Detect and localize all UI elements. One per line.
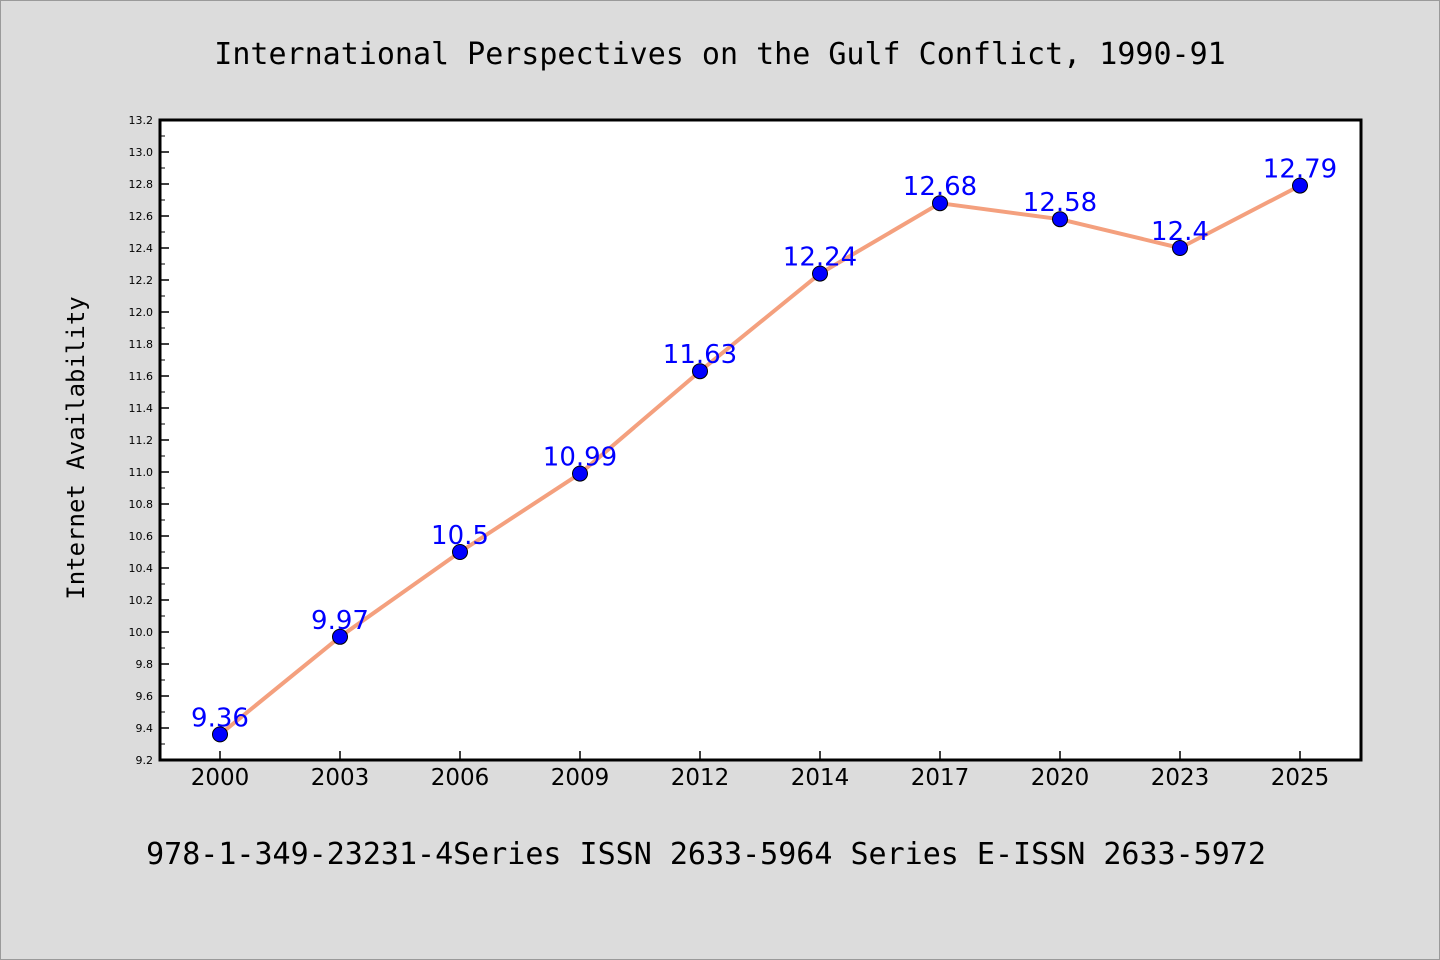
data-label: 12.4 [1151,217,1209,247]
marker-group [212,177,1308,743]
y-tick-label: 10.4 [129,562,154,575]
y-tick-label: 9.6 [136,690,154,703]
data-label: 9.36 [191,703,249,733]
y-tick-label: 10.8 [129,498,154,511]
data-label: 12.79 [1263,155,1337,185]
series-line-group [218,183,1301,736]
x-tick-label: 2003 [311,765,370,791]
x-tick-label: 2012 [671,765,730,791]
data-label: 11.63 [663,340,737,370]
y-tick-label: 12.6 [129,210,154,223]
y-tick-label: 11.4 [129,402,154,415]
y-tick-label: 10.2 [129,594,154,607]
plot-border [158,118,1363,762]
data-point [452,544,468,560]
x-tick-label: 2000 [191,765,250,791]
data-label: 12.58 [1023,188,1097,218]
chart-title: International Perspectives on the Gulf C… [214,37,1225,72]
y-tick-label: 10.6 [129,530,154,543]
y-tick-label: 9.8 [136,658,154,671]
data-label: 12.24 [783,243,857,273]
data-point [1052,211,1068,228]
data-point [1292,177,1308,194]
y-tick-label: 9.4 [136,722,154,735]
y-tick-label: 11.8 [129,338,154,351]
y-tick-label: 12.8 [129,178,154,191]
plot-area [160,120,1361,760]
data-point [332,628,348,645]
data-point [1172,240,1188,256]
y-tick-label: 11.2 [129,434,154,447]
data-label: 10.99 [543,443,617,473]
y-tick-label: 9.2 [136,754,154,767]
x-tick-label: 2017 [911,765,970,791]
data-point [572,465,588,482]
x-tick-label: 2006 [431,765,490,791]
data-label: 9.97 [311,606,369,636]
y-tick-label: 12.2 [129,274,154,287]
y-tick-label: 13.0 [129,146,154,159]
y-axis-label: Internet Availability [62,296,90,599]
x-tick-label: 2009 [551,765,610,791]
x-axis: 2000 2003 2006 2009 2012 2014 2017 2020 2023 2025 [191,751,1330,791]
x-tick-label: 2023 [1151,765,1210,791]
data-point [692,363,708,380]
footer-text: 978-1-349-23231-4Series ISSN 2633-5964 S… [146,837,1266,872]
y-tick-label: 12.4 [129,242,154,255]
data-label: 10.5 [431,521,489,551]
data-label-group: 9.36 9.97 10.5 10.99 11.63 12.24 12.68 12.58 12.… [191,155,1337,734]
data-point [212,726,228,743]
y-tick-label: 13.2 [129,114,154,127]
y-tick-label: 11.6 [129,370,154,383]
y-tick-label: 12.0 [129,306,154,319]
y-tick-label: 10.0 [129,626,154,639]
x-tick-label: 2014 [791,765,850,791]
x-tick-label: 2025 [1271,765,1330,791]
x-tick-label: 2020 [1031,765,1090,791]
data-point [812,265,828,282]
data-label: 12.68 [903,172,977,202]
data-point [932,195,948,212]
series-line [218,183,1301,736]
y-tick-label: 11.0 [129,466,154,479]
